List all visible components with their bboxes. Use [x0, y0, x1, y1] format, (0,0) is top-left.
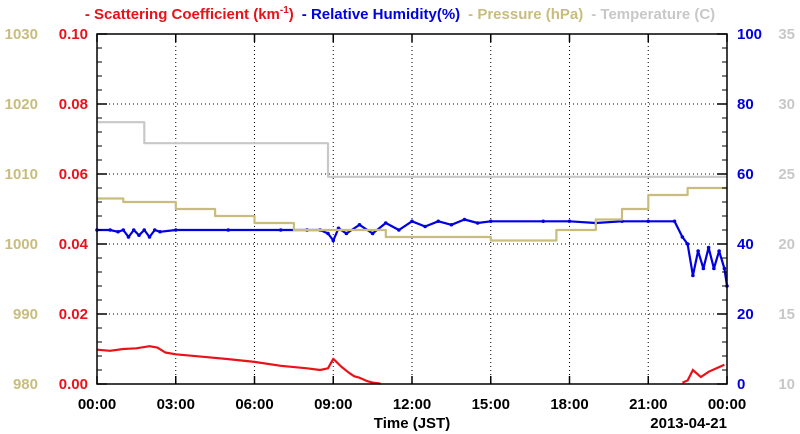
humidity-point: [722, 266, 727, 271]
humidity-point: [357, 222, 362, 227]
pressure-tick-label: 980: [13, 376, 38, 393]
humidity-point: [173, 228, 178, 232]
humidity-point: [706, 245, 711, 250]
scattering-tick-label: 0.10: [59, 26, 88, 43]
pressure-tick-label: 1010: [5, 166, 38, 183]
x-tick-label: 12:00: [393, 396, 431, 413]
humidity-point: [383, 221, 388, 225]
x-axis-label: Time (JST): [374, 415, 450, 432]
legend-label: Pressure (hPa): [477, 6, 584, 23]
legend-label: Relative Humidity(%): [310, 6, 461, 23]
humidity-tick-label: 0: [737, 376, 745, 393]
scattering-series-line: [96, 345, 381, 385]
humidity-point: [108, 228, 112, 232]
legend-label: Scattering Coefficient (km: [94, 6, 280, 23]
temperature-tick-label: 35: [778, 26, 795, 43]
humidity-point: [567, 219, 572, 224]
pressure-tick-label: 990: [13, 306, 38, 323]
humidity-point: [116, 229, 120, 234]
x-tick-label: 00:00: [708, 396, 746, 413]
scattering-tick-label: 0.06: [59, 166, 88, 183]
humidity-series-line: [97, 218, 729, 287]
humidity-point: [331, 238, 336, 243]
humidity-point: [475, 221, 480, 225]
scattering-tick-label: 0.04: [59, 236, 89, 253]
humidity-point: [278, 228, 283, 232]
humidity-point: [131, 228, 136, 232]
x-tick-label: 03:00: [157, 396, 195, 413]
pressure-tick-label: 1020: [5, 96, 38, 113]
x-tick-label: 15:00: [472, 396, 510, 413]
humidity-point: [147, 235, 152, 239]
humidity-point: [158, 229, 162, 234]
legend-label: Temperature (C): [600, 6, 716, 23]
humidity-point: [152, 228, 157, 232]
x-tick-label: 06:00: [235, 396, 273, 413]
humidity-point: [696, 249, 700, 253]
humidity-point: [137, 233, 141, 238]
pressure-tick-label: 1000: [5, 236, 38, 253]
temperature-series-line: [97, 121, 727, 178]
humidity-point: [344, 231, 349, 236]
scattering-tick-label: 0.00: [59, 376, 88, 393]
pressure-series-line: [97, 186, 727, 242]
humidity-point: [326, 231, 330, 236]
humidity-point: [462, 217, 467, 222]
legend-item: - Scattering Coefficient (km-1): [84, 5, 294, 23]
date-label: 2013-04-21: [650, 415, 727, 432]
humidity-point: [436, 219, 441, 224]
humidity-point: [449, 222, 454, 227]
humidity-point: [685, 242, 690, 246]
humidity-point: [226, 228, 231, 232]
pressure-tick-label: 1030: [5, 26, 38, 43]
humidity-point: [121, 228, 126, 232]
humidity-point: [646, 219, 651, 224]
temperature-tick-label: 25: [778, 166, 795, 183]
humidity-point: [423, 224, 427, 229]
x-tick-label: 00:00: [78, 396, 116, 413]
x-tick-label: 09:00: [314, 396, 352, 413]
humidity-point: [410, 219, 414, 224]
humidity-point: [370, 231, 375, 236]
temperature-tick-label: 10: [778, 376, 795, 393]
x-tick-label: 21:00: [629, 396, 667, 413]
humidity-tick-label: 80: [737, 96, 754, 113]
scattering-series-line-2: [681, 363, 725, 384]
humidity-point: [142, 228, 147, 232]
humidity-point: [488, 219, 493, 224]
legend-item: - Temperature (C): [591, 6, 716, 23]
x-tick-label: 18:00: [550, 396, 588, 413]
scattering-tick-label: 0.08: [59, 96, 88, 113]
humidity-point: [541, 219, 546, 224]
legend-item: - Pressure (hPa): [468, 6, 584, 23]
temperature-tick-label: 20: [778, 236, 795, 253]
humidity-tick-label: 60: [737, 166, 754, 183]
legend-item: - Relative Humidity(%): [301, 6, 461, 23]
temperature-tick-label: 15: [778, 306, 795, 323]
humidity-point: [672, 219, 677, 224]
humidity-point: [126, 235, 131, 239]
humidity-point: [717, 249, 721, 253]
legend: - Scattering Coefficient (km-1) - Relativ…: [0, 2, 800, 24]
humidity-tick-label: 20: [737, 306, 754, 323]
humidity-tick-label: 100: [737, 26, 762, 43]
humidity-point: [691, 273, 695, 278]
humidity-point: [701, 266, 706, 271]
scattering-tick-label: 0.02: [59, 306, 88, 323]
temperature-tick-label: 30: [778, 96, 795, 113]
humidity-point: [712, 266, 716, 271]
humidity-point: [680, 235, 685, 239]
humidity-point: [397, 228, 401, 232]
humidity-tick-label: 40: [737, 236, 754, 253]
